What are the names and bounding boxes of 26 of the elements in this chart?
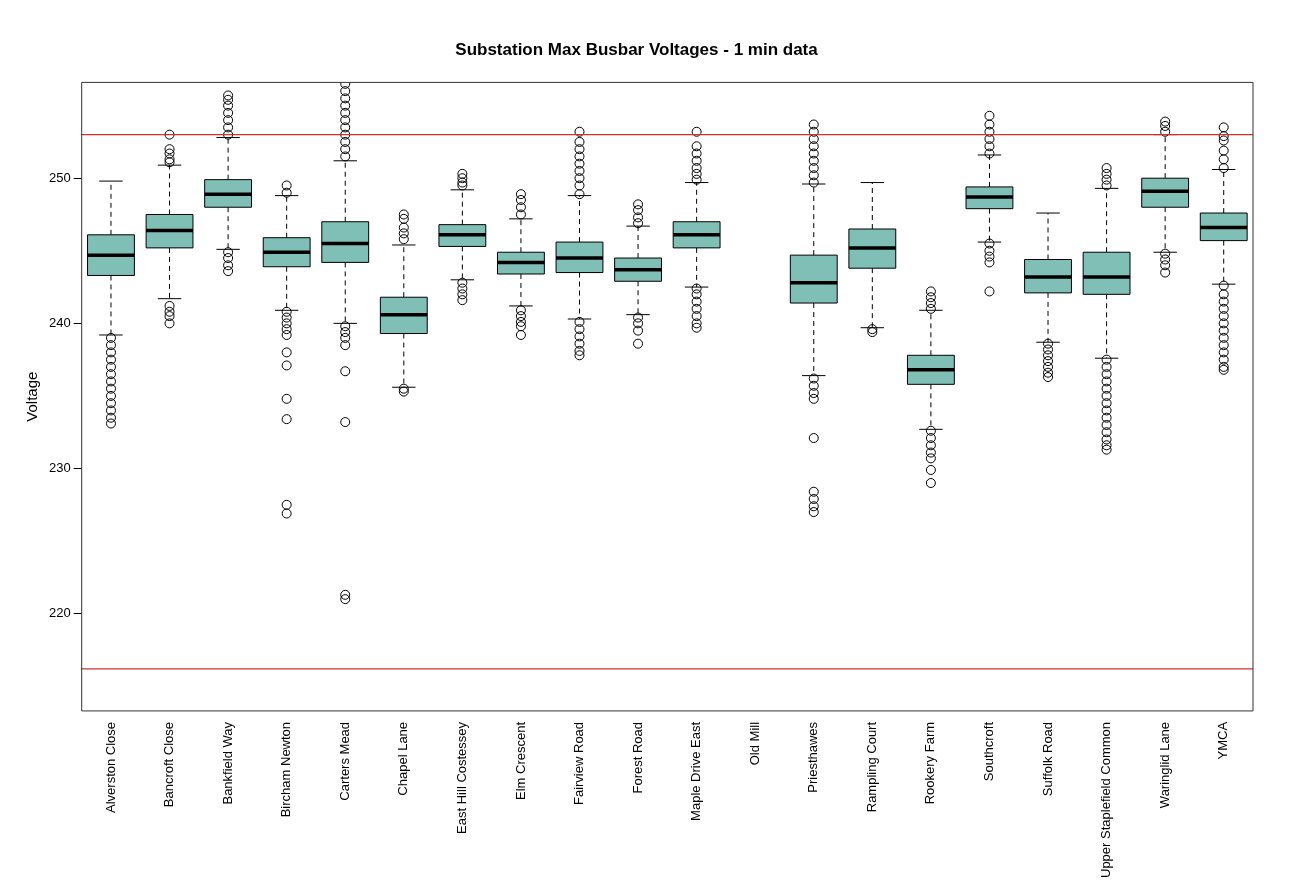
x-tick-label: Fairview Road	[571, 721, 587, 806]
x-tick-label: Carters Mead	[336, 721, 352, 801]
x-tick-label: Suffolk Road	[1039, 721, 1055, 797]
x-tick-label: Bankfield Way	[219, 721, 235, 805]
chart-title: Substation Max Busbar Voltages - 1 min data	[455, 39, 819, 59]
x-tick-label: Southcroft	[981, 721, 997, 782]
x-tick-label: Rookery Farm	[922, 721, 938, 805]
y-tick-label: 250	[48, 169, 71, 185]
x-tick-label: YMCA	[1215, 721, 1231, 760]
x-tick-label: East Hill Costessey	[453, 721, 469, 834]
x-tick-label: Waringlid Lane	[1156, 721, 1172, 809]
y-tick-label: 240	[48, 314, 71, 330]
x-tick-label: Chapel Lane	[395, 721, 411, 796]
y-axis-title: Voltage	[23, 371, 41, 422]
y-tick-label: 220	[48, 605, 71, 621]
x-tick-label: Priesthawes	[805, 721, 821, 793]
x-tick-label: Alverston Close	[102, 721, 118, 813]
x-tick-label: Bancroft Close	[161, 721, 177, 808]
x-tick-label: Maple Drive East	[688, 721, 704, 821]
x-tick-label: Rampling Court	[863, 721, 879, 813]
x-tick-label: Forest Road	[629, 721, 645, 794]
x-tick-label: Old Mill	[746, 721, 762, 766]
x-tick-label: Upper Staplefield Common	[1098, 721, 1114, 878]
x-tick-label: Bircham Newton	[278, 721, 294, 818]
x-tick-label: Elm Crescent	[512, 721, 528, 800]
y-tick-label: 230	[48, 460, 71, 476]
